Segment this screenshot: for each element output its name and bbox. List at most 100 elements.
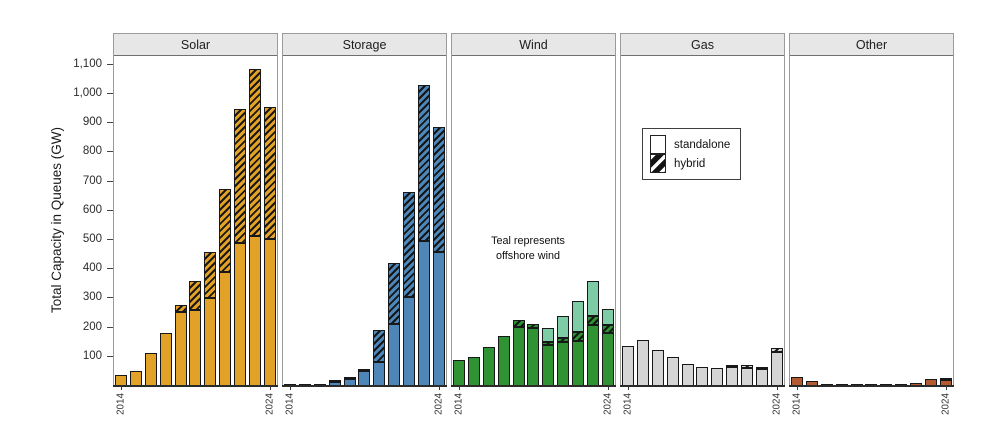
bar-storage-2024-standalone [432, 251, 445, 386]
bar-wind-2015-standalone [468, 356, 481, 386]
plot-area-wind [451, 56, 616, 387]
bar-wind-2023-standalone [586, 324, 599, 386]
x-axis-line [789, 385, 954, 387]
bar-solar-2024-hybrid [263, 107, 276, 239]
x-tick-mark [797, 385, 799, 390]
x-tick-label-other-2014: 2014 [791, 393, 803, 415]
standalone-swatch-icon [650, 135, 666, 154]
bar-solar-2023-hybrid [248, 69, 261, 236]
bar-solar-2019-standalone [189, 310, 202, 386]
plot-area-other [789, 56, 954, 387]
bar-wind-2018-hybrid [512, 320, 525, 327]
bar-storage-2017-hybrid [328, 380, 341, 383]
bar-wind-2023-hybrid [586, 315, 599, 325]
bar-wind-2024-offshore [601, 308, 614, 326]
panel-wind: Wind [451, 33, 616, 387]
bar-storage-2023-hybrid [417, 84, 430, 242]
y-tick-mark [107, 297, 113, 299]
y-tick-mark [107, 268, 113, 270]
y-tick-mark [107, 209, 113, 211]
annotation-line-1: Teal represents [491, 235, 565, 247]
bar-wind-2021-offshore [557, 316, 570, 339]
bar-wind-2021-standalone [557, 342, 570, 386]
bar-wind-2024-hybrid [601, 325, 614, 334]
x-tick-label-storage-2014: 2014 [284, 393, 296, 415]
bar-wind-2022-offshore [571, 301, 584, 332]
y-tick-mark [107, 151, 113, 153]
x-tick-mark [438, 385, 440, 390]
hybrid-hatch-swatch-icon [650, 154, 666, 173]
bar-solar-2020-hybrid [204, 251, 217, 299]
panel-header-gas: Gas [621, 34, 784, 56]
panel-storage: Storage [282, 33, 447, 387]
y-tick-label-800: 800 [82, 145, 102, 158]
y-tick-mark [107, 355, 113, 357]
bar-wind-2020-standalone [542, 345, 555, 386]
y-tick-mark [107, 180, 113, 182]
bar-gas-2015-standalone [637, 340, 650, 386]
plot-area-storage [282, 56, 447, 387]
bar-storage-2021-hybrid [388, 263, 401, 325]
bar-storage-2019-standalone [358, 370, 371, 386]
x-axis-line [282, 385, 447, 387]
bar-solar-2021-hybrid [219, 188, 232, 273]
legend-label: standalone [674, 138, 731, 151]
x-tick-label-other-2024: 2024 [940, 393, 952, 415]
y-tick-mark [107, 122, 113, 124]
panel-header-wind: Wind [452, 34, 615, 56]
bar-solar-2022-standalone [233, 242, 246, 386]
panel-header-other: Other [790, 34, 953, 56]
bar-wind-2018-standalone [512, 326, 525, 386]
y-tick-label-600: 600 [82, 203, 102, 216]
bar-solar-2018-hybrid [174, 304, 187, 313]
bar-solar-2023-standalone [248, 235, 261, 386]
x-axis-line [620, 385, 785, 387]
bar-gas-2019-standalone [696, 366, 709, 386]
plot-area-solar [113, 56, 278, 387]
bar-wind-2017-standalone [497, 335, 510, 386]
bar-wind-2023-offshore [586, 281, 599, 316]
x-tick-mark [628, 385, 630, 390]
y-tick-mark [107, 238, 113, 240]
bar-wind-2014-standalone [453, 360, 466, 386]
x-tick-mark [121, 385, 123, 390]
bar-storage-2024-hybrid [432, 127, 445, 252]
panel-gas: Gas [620, 33, 785, 387]
y-tick-label-1100: 1,100 [73, 57, 102, 70]
bar-solar-2017-standalone [159, 332, 172, 386]
bar-gas-2022-hybrid [740, 365, 753, 368]
bar-solar-2024-standalone [263, 238, 276, 386]
x-tick-label-solar-2024: 2024 [264, 393, 276, 415]
bar-gas-2021-hybrid [726, 365, 739, 368]
bar-solar-2022-hybrid [233, 108, 246, 243]
x-tick-mark [290, 385, 292, 390]
y-tick-mark [107, 92, 113, 94]
x-tick-label-wind-2024: 2024 [602, 393, 614, 415]
bar-solar-2020-standalone [204, 298, 217, 386]
bar-storage-2018-hybrid [343, 377, 356, 379]
bar-storage-2022-hybrid [402, 191, 415, 297]
bar-wind-2019-standalone [527, 327, 540, 386]
legend-item-standalone: standalone [650, 135, 730, 154]
bar-other-2024-hybrid [939, 378, 952, 381]
y-tick-label-400: 400 [82, 262, 102, 275]
panel-solar: Solar [113, 33, 278, 387]
bar-storage-2019-hybrid [358, 368, 371, 371]
y-tick-label-700: 700 [82, 174, 102, 187]
x-tick-mark [269, 385, 271, 390]
panel-header-storage: Storage [283, 34, 446, 56]
bar-wind-2019-hybrid [527, 323, 540, 328]
y-tick-label-300: 300 [82, 291, 102, 304]
y-tick-label-100: 100 [82, 349, 102, 362]
plot-area-gas [620, 56, 785, 387]
x-tick-mark [459, 385, 461, 390]
bar-wind-2020-offshore [542, 328, 555, 343]
bar-gas-2024-standalone [770, 351, 783, 386]
x-tick-label-gas-2024: 2024 [771, 393, 783, 415]
bar-solar-2018-standalone [174, 312, 187, 386]
x-tick-label-wind-2014: 2014 [453, 393, 465, 415]
bar-gas-2017-standalone [666, 356, 679, 386]
bar-gas-2018-standalone [681, 363, 694, 386]
offshore-wind-annotation: Teal represents offshore wind [462, 234, 594, 264]
